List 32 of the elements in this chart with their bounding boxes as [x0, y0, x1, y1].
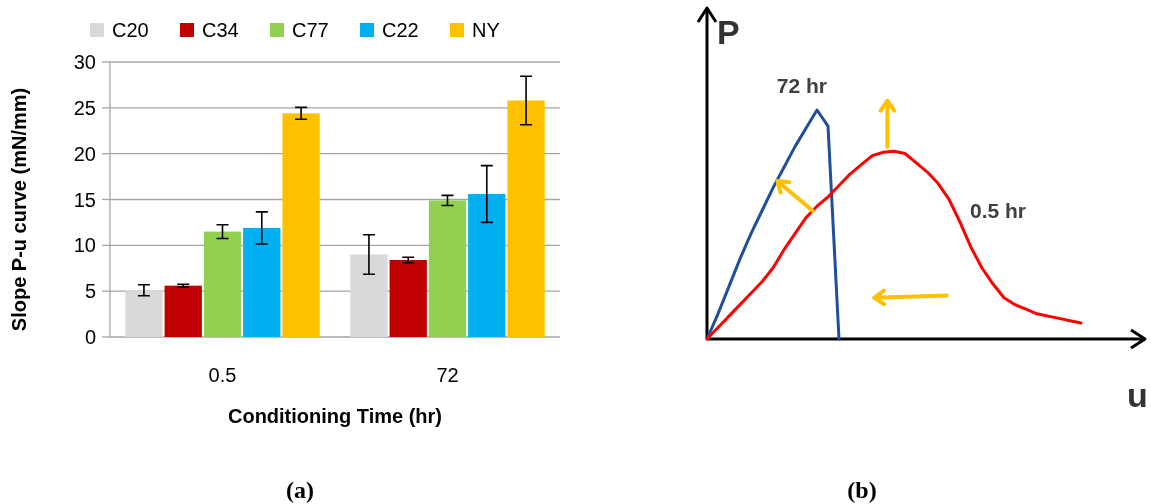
x-tick-label: 0.5 [208, 364, 237, 386]
bar [428, 200, 467, 337]
series-label: 72 hr [776, 74, 827, 97]
x-axis-title: Conditioning Time (hr) [227, 405, 443, 427]
y-tick-label: 5 [84, 280, 96, 303]
legend-label: C20 [112, 19, 149, 41]
series-label: 0.5 hr [970, 199, 1027, 223]
bar [507, 100, 545, 337]
legend-label: C34 [202, 19, 239, 41]
text: (a) [286, 477, 314, 503]
legend-label: NY [472, 19, 500, 41]
bar [389, 260, 427, 337]
y-axis-title: P [717, 13, 740, 51]
bar [243, 227, 281, 337]
x-axis-title: u [1127, 376, 1148, 414]
y-tick-label: 25 [73, 96, 96, 119]
bar [125, 290, 163, 337]
x-tick-label: 72 [436, 364, 459, 386]
bar [468, 194, 506, 337]
bar [282, 113, 320, 337]
bar [164, 285, 202, 337]
text: (b) [847, 477, 877, 503]
y-tick-label: 15 [73, 188, 96, 211]
y-tick-label: 30 [73, 51, 96, 73]
legend-label: C22 [382, 19, 419, 41]
y-tick-label: 0 [84, 326, 96, 348]
y-tick-label: 20 [73, 142, 96, 165]
y-axis-title: Slope P-u curve (mN/mm) [8, 87, 30, 332]
legend-label: C77 [292, 19, 329, 41]
y-tick-label: 10 [73, 234, 96, 257]
bar [203, 231, 242, 337]
bar [350, 254, 388, 337]
